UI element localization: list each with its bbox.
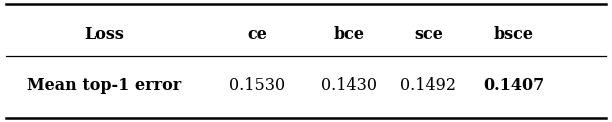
Text: bsce: bsce	[494, 26, 534, 43]
Text: 0.1492: 0.1492	[400, 77, 457, 94]
Text: 0.1530: 0.1530	[229, 77, 285, 94]
Text: Loss: Loss	[84, 26, 124, 43]
Text: ce: ce	[247, 26, 267, 43]
Text: 0.1407: 0.1407	[483, 77, 545, 94]
Text: bce: bce	[334, 26, 364, 43]
Text: 0.1430: 0.1430	[321, 77, 377, 94]
Text: sce: sce	[414, 26, 443, 43]
Text: Mean top-1 error: Mean top-1 error	[27, 77, 181, 94]
